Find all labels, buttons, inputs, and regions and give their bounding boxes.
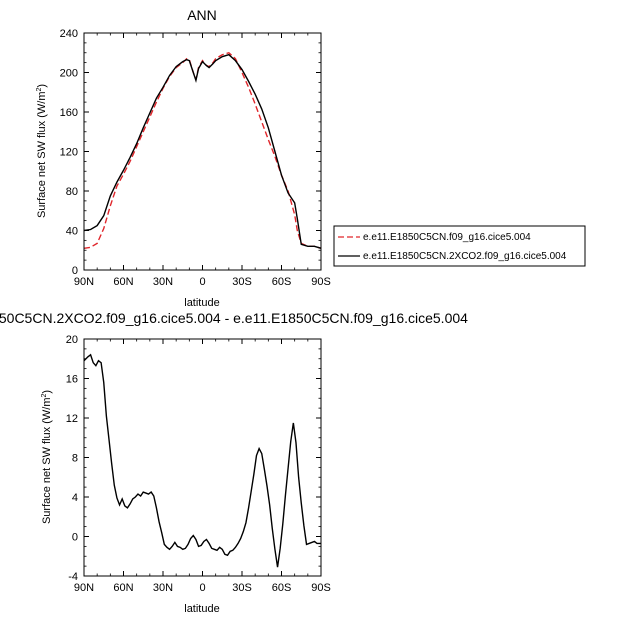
- top-y-tick-label: 0: [72, 265, 78, 277]
- top-y-tick-label: 240: [60, 28, 78, 40]
- bottom-x-tick-label: 60N: [113, 582, 133, 594]
- top-y-axis-label: Surface net SW flux (W/m2): [36, 84, 48, 218]
- legend-box: [333, 225, 586, 267]
- bottom-y-tick-label: 16: [66, 374, 78, 386]
- legend: e.e11.E1850C5CN.f09_g16.cice5.004 e.e11.…: [333, 225, 586, 267]
- bottom-y-tick-label: -4: [68, 571, 78, 583]
- bottom-y-axis-label-main: Surface net SW flux (W/m: [41, 398, 53, 525]
- top-y-tick-label: 40: [66, 226, 78, 238]
- bottom-y-tick-label: 8: [72, 453, 78, 465]
- top-y-tick-label: 120: [60, 147, 78, 159]
- bottom-y-tick-label: 4: [72, 492, 78, 504]
- top-x-tick-label: 60S: [272, 276, 292, 288]
- bottom-x-tick-label: 90S: [311, 582, 331, 594]
- top-x-tick-label: 90N: [74, 276, 94, 288]
- top-plot-frame: [83, 32, 322, 271]
- top-y-tick-label: 160: [60, 107, 78, 119]
- top-series-line-1: [84, 53, 321, 249]
- top-y-axis-label-close: ): [36, 84, 48, 88]
- legend-label-2xco2: e.e11.E1850C5CN.2XCO2.f09_g16.cice5.004: [363, 251, 567, 262]
- top-x-tick-label: 30N: [153, 276, 173, 288]
- legend-label-control: e.e11.E1850C5CN.f09_g16.cice5.004: [363, 232, 531, 243]
- top-y-axis-label-main: Surface net SW flux (W/m: [36, 92, 48, 219]
- bottom-y-axis-label: Surface net SW flux (W/m2): [41, 390, 53, 524]
- top-plot-area: 90N 60N 30N 0 30S 60S 90S 0 40 80 120 160 200 240: [60, 28, 331, 288]
- bottom-y-tick-label: 20: [66, 334, 78, 346]
- bottom-series-line-0: [84, 353, 321, 568]
- top-x-tick-label: 60N: [113, 276, 133, 288]
- bottom-chart-title: e.e11.E1850C5CN.2XCO2.f09_g16.cice5.004 …: [0, 310, 468, 326]
- bottom-y-tick-label: 0: [72, 532, 78, 544]
- bottom-plot-frame: [83, 338, 322, 577]
- bottom-x-tick-label: 0: [199, 582, 205, 594]
- top-y-tick-label: 200: [60, 68, 78, 80]
- top-series-line-0: [84, 51, 321, 249]
- top-y-tick-label: 80: [66, 186, 78, 198]
- top-x-tick-label: 30S: [232, 276, 252, 288]
- top-y-axis-label-sup: 2: [36, 88, 43, 92]
- bottom-panel: e.e11.E1850C5CN.2XCO2.f09_g16.cice5.004 …: [0, 310, 468, 615]
- top-x-axis-label: latitude: [184, 297, 219, 309]
- bottom-y-axis-label-close: ): [41, 390, 53, 394]
- bottom-x-axis-label: latitude: [184, 603, 219, 615]
- bottom-x-tick-label: 30S: [232, 582, 252, 594]
- bottom-x-tick-label: 60S: [272, 582, 292, 594]
- top-panel: ANN 90N 60N 30N 0 30S 60S 90S 0 40 80 120 160 200 240…: [36, 7, 586, 309]
- top-chart-title: ANN: [187, 7, 217, 23]
- bottom-x-tick-label: 90N: [74, 582, 94, 594]
- bottom-x-tick-label: 30N: [153, 582, 173, 594]
- top-x-tick-label: 90S: [311, 276, 331, 288]
- bottom-y-axis-label-sup: 2: [41, 394, 48, 398]
- bottom-y-tick-label: 12: [66, 413, 78, 425]
- bottom-plot-area: 90N 60N 30N 0 30S 60S 90S -4 0 4 8 12 16 20: [66, 334, 331, 594]
- top-x-tick-label: 0: [199, 276, 205, 288]
